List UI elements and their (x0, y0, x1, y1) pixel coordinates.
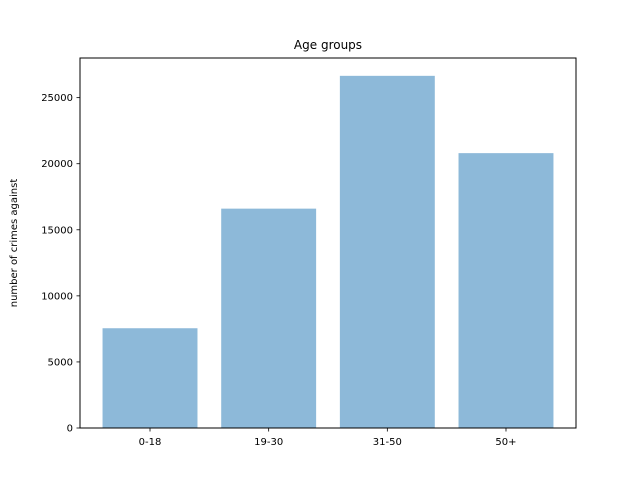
bar-0-18 (102, 328, 198, 428)
x-tick-label: 0-18 (139, 437, 162, 448)
bar-31-50 (339, 75, 435, 428)
y-tick-label: 10000 (41, 291, 73, 302)
y-tick-label: 5000 (48, 357, 73, 368)
x-tick-label: 31-50 (373, 437, 402, 448)
y-tick-label: 0 (67, 424, 73, 435)
y-tick-label: 20000 (41, 159, 73, 170)
y-axis: 0 5000 10000 15000 20000 25000 (41, 93, 80, 435)
x-tick-label: 50+ (495, 437, 516, 448)
bars-group (102, 75, 554, 428)
chart-title: Age groups (294, 38, 362, 52)
y-tick-label: 15000 (41, 225, 73, 236)
y-tick-label: 25000 (41, 93, 73, 104)
y-axis-label: number of crimes against (9, 179, 20, 308)
bar-50+ (458, 153, 554, 428)
bar-19-30 (221, 208, 317, 428)
plot-frame (79, 57, 577, 429)
x-axis: 0-18 19-30 31-50 50+ (139, 428, 517, 448)
x-tick-label: 19-30 (254, 437, 283, 448)
